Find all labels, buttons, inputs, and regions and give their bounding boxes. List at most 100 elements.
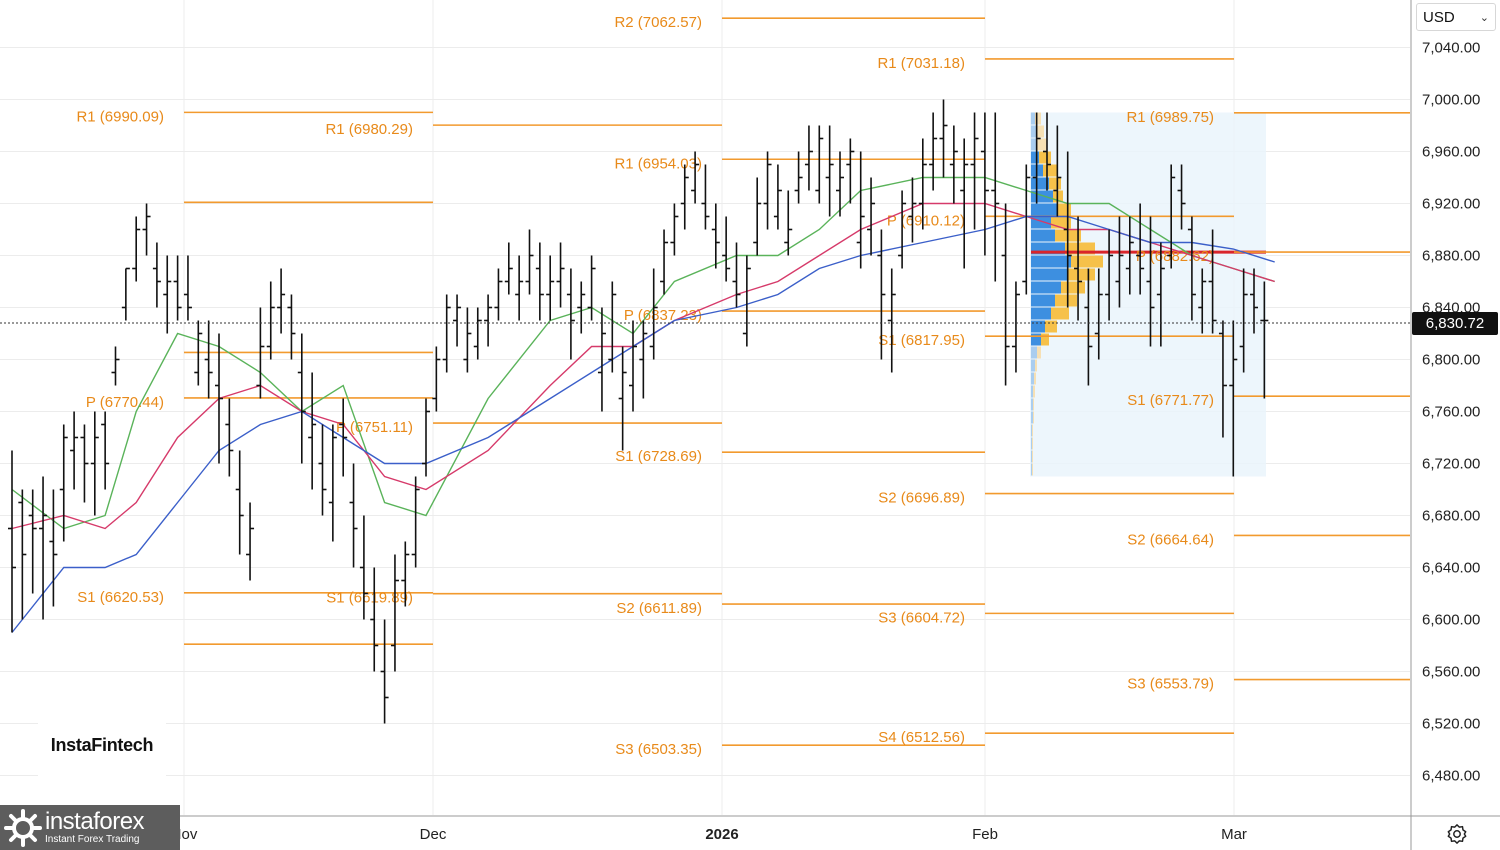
ohlc-bar (1177, 164, 1186, 230)
volume-bar-down (1032, 424, 1033, 437)
pivot-label: S3 (6604.72) (878, 609, 965, 626)
ohlc-bar (380, 619, 389, 724)
ohlc-bar (1094, 268, 1103, 360)
pivot-label: R1 (6990.09) (76, 108, 164, 125)
pivot-label: P (6837.23) (624, 307, 702, 324)
ohlc-bar (225, 398, 234, 477)
price-tick-label: 7,000.00 (1422, 92, 1480, 109)
volume-bar-down (1037, 138, 1047, 151)
brand-name: instaforex (45, 807, 145, 835)
pivot-label: S1 (6619.89) (326, 590, 413, 607)
volume-bar-down (1039, 151, 1051, 164)
pivot-label: S3 (6553.79) (1127, 676, 1214, 693)
volume-bar-down (1057, 203, 1071, 216)
pivot-label: S3 (6503.35) (615, 741, 702, 758)
price-tick-label: 6,640.00 (1422, 560, 1480, 577)
price-tick-label: 6,960.00 (1422, 144, 1480, 161)
price-tick-label: 6,880.00 (1422, 248, 1480, 265)
ohlc-bar (722, 216, 731, 282)
ohlc-bar (960, 138, 969, 269)
volume-bar-up (1031, 203, 1057, 216)
volume-bar-up (1031, 151, 1039, 164)
price-tick-label: 6,520.00 (1422, 716, 1480, 733)
pivot-label: S1 (6620.53) (77, 589, 164, 606)
ohlc-bar (287, 294, 296, 360)
ohlc-bar (390, 554, 399, 672)
settings-button[interactable] (1445, 822, 1469, 846)
ohlc-bar (763, 151, 772, 230)
ohlc-bar (846, 138, 855, 204)
ohlc-bar (132, 216, 141, 282)
ohlc-bar (701, 164, 710, 230)
ohlc-bar (473, 307, 482, 360)
volume-bar-down (1037, 346, 1041, 359)
pivot-label: P (6910.12) (887, 212, 965, 229)
watermark: InstaFintech (38, 714, 166, 776)
ohlc-bar (794, 151, 803, 204)
ohlc-bar (929, 112, 938, 191)
ohlc-bar (980, 112, 989, 256)
ohlc-bar (411, 476, 420, 568)
ohlc-bar (494, 268, 503, 321)
ohlc-bar (836, 151, 844, 217)
ohlc-bar (1074, 216, 1083, 321)
volume-bar-up (1031, 268, 1067, 281)
ohlc-bar (59, 424, 68, 542)
ohlc-bar (1001, 203, 1010, 386)
brand-tagline: Instant Forex Trading (45, 833, 140, 845)
ohlc-bar (463, 307, 472, 373)
ohlc-bar (597, 307, 606, 412)
ohlc-bar (18, 489, 27, 620)
ohlc-bar (618, 346, 627, 451)
ohlc-bar (173, 255, 182, 321)
ohlc-bar (1084, 268, 1093, 386)
ohlc-bar (111, 346, 120, 386)
brand-badge: instaforex Instant Forex Trading (0, 805, 180, 850)
last-price-badge: 6,830.72 (1412, 312, 1498, 335)
ohlc-bar (556, 242, 565, 308)
time-tick-label: Mar (1221, 826, 1247, 843)
volume-bar-up (1031, 333, 1041, 346)
volume-bar-up (1031, 346, 1037, 359)
ohlc-bar (825, 125, 834, 217)
price-tick-label: 7,040.00 (1422, 40, 1480, 57)
pivot-levels: R1 (6990.09) P (6770.44) S1 (6620.53) R1 (6… (76, 14, 1410, 758)
volume-bar-down (1033, 385, 1035, 398)
ohlc-bar (49, 489, 58, 607)
volume-bar-down (1071, 255, 1103, 268)
ohlc-bar (297, 333, 306, 464)
ohlc-bar (949, 125, 958, 204)
volume-bar-down (1032, 437, 1033, 450)
ohlc-bar (1156, 242, 1165, 347)
volume-profile (1030, 112, 1266, 477)
volume-bar-up (1031, 398, 1033, 411)
ohlc-bar (183, 255, 192, 321)
ohlc-bar (121, 267, 130, 321)
ohlc-bar (266, 281, 275, 360)
currency-select[interactable]: USD ⌄ (1416, 3, 1496, 31)
ohlc-bar (328, 424, 337, 542)
ohlc-bar (1250, 268, 1258, 334)
volume-bar-down (1033, 411, 1034, 424)
ohlc-bar (649, 268, 658, 360)
ohlc-bar (370, 567, 379, 672)
ohlc-bar (1063, 151, 1072, 308)
ohlc-bar (587, 255, 596, 321)
pivot-label: S2 (6664.64) (1127, 531, 1214, 548)
volume-bar-up (1031, 359, 1035, 372)
volume-bar-down (1035, 112, 1041, 125)
price-tick-label: 6,920.00 (1422, 196, 1480, 213)
time-tick-label: Dec (420, 826, 447, 843)
volume-bar-down (1043, 164, 1057, 177)
time-tick-label: 2026 (705, 826, 738, 843)
ohlc-bar (339, 398, 348, 477)
ohlc-bar (194, 320, 203, 386)
ohlc-bar (1208, 229, 1217, 334)
ohlc-bar (742, 255, 751, 347)
volume-bar-up (1031, 307, 1051, 320)
volume-bar-down (1041, 333, 1049, 346)
ohlc-bar (235, 450, 244, 555)
pivot-label: P (6882.62) (1136, 248, 1214, 265)
volume-bar-down (1033, 398, 1034, 411)
